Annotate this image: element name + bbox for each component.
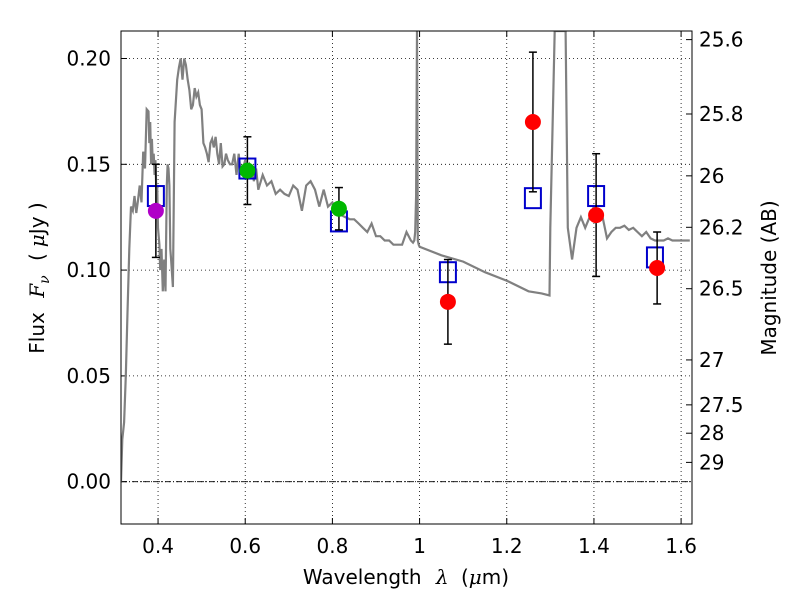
axis-ticks <box>121 31 692 524</box>
observed-point <box>588 207 605 224</box>
y-tick-label: 0.05 <box>66 364 111 388</box>
y-axis-label-units: Jy ) <box>25 202 49 236</box>
y-axis-label-open: ( <box>25 253 49 261</box>
x-tick-label: 0.8 <box>316 534 348 558</box>
x-tick-label: 1.2 <box>491 534 523 558</box>
magnitude-tick-label: 28 <box>699 421 724 445</box>
model-spectrum-line <box>121 31 690 482</box>
magnitude-tick-label: 25.8 <box>699 102 744 126</box>
x-tick-label: 0.6 <box>229 534 261 558</box>
x-axis-label: Wavelength λ (μm) <box>303 565 509 589</box>
y-tick-label: 0.15 <box>66 152 111 176</box>
model-flux-boxes <box>146 157 664 284</box>
x-tick-label: 0.4 <box>142 534 174 558</box>
x-tick-label: 1.6 <box>665 534 697 558</box>
y-axis-label-text: Flux <box>25 312 49 354</box>
x-tick-label: 1.4 <box>578 534 610 558</box>
y-axis-label-subscript: ν <box>37 275 53 284</box>
y-axis-label: Flux Fν ( μJy ) <box>25 202 54 353</box>
observed-point <box>239 162 256 179</box>
plot-frame <box>120 30 693 525</box>
y-axis-label-mu: μ <box>25 234 49 247</box>
x-axis-label-symbol: λ <box>435 565 449 589</box>
y-tick-label: 0.10 <box>66 258 111 282</box>
observed-point <box>524 113 541 130</box>
observed-point <box>147 202 164 219</box>
y-axis-label-symbol: F <box>25 283 49 299</box>
x-axis-label-text: Wavelength <box>303 565 422 589</box>
magnitude-tick-label: 27.5 <box>699 393 744 417</box>
magnitude-tick-label: 25.6 <box>699 28 744 52</box>
magnitude-tick-label: 29 <box>699 450 724 474</box>
x-tick-labels: 0.4 0.6 0.8 1 1.2 1.4 1.6 <box>142 534 697 558</box>
magnitude-tick-labels: 25.6 25.8 26 26.2 26.5 27 27.5 28 29 <box>699 28 744 475</box>
magnitude-tick-label: 26.2 <box>699 215 744 239</box>
magnitude-tick-label: 26.5 <box>699 277 744 301</box>
magnitude-axis-label: Magnitude (AB) <box>757 200 781 355</box>
magnitude-tick-label: 27 <box>699 348 724 372</box>
y-tick-label: 0.00 <box>66 470 111 494</box>
magnitude-tick-label: 26 <box>699 164 724 188</box>
observed-point <box>439 293 456 310</box>
error-bars <box>151 51 662 345</box>
observed-point <box>330 200 347 217</box>
observed-flux-points <box>147 113 666 310</box>
x-axis-label-mu: μ <box>469 565 482 589</box>
grid <box>121 31 692 524</box>
y-tick-labels: 0.00 0.05 0.10 0.15 0.20 <box>66 47 111 494</box>
x-axis-label-open: ( <box>461 565 469 589</box>
observed-point <box>649 259 666 276</box>
y-tick-label: 0.20 <box>66 47 111 71</box>
x-tick-label: 1 <box>413 534 426 558</box>
x-axis-label-units: m) <box>482 565 509 589</box>
